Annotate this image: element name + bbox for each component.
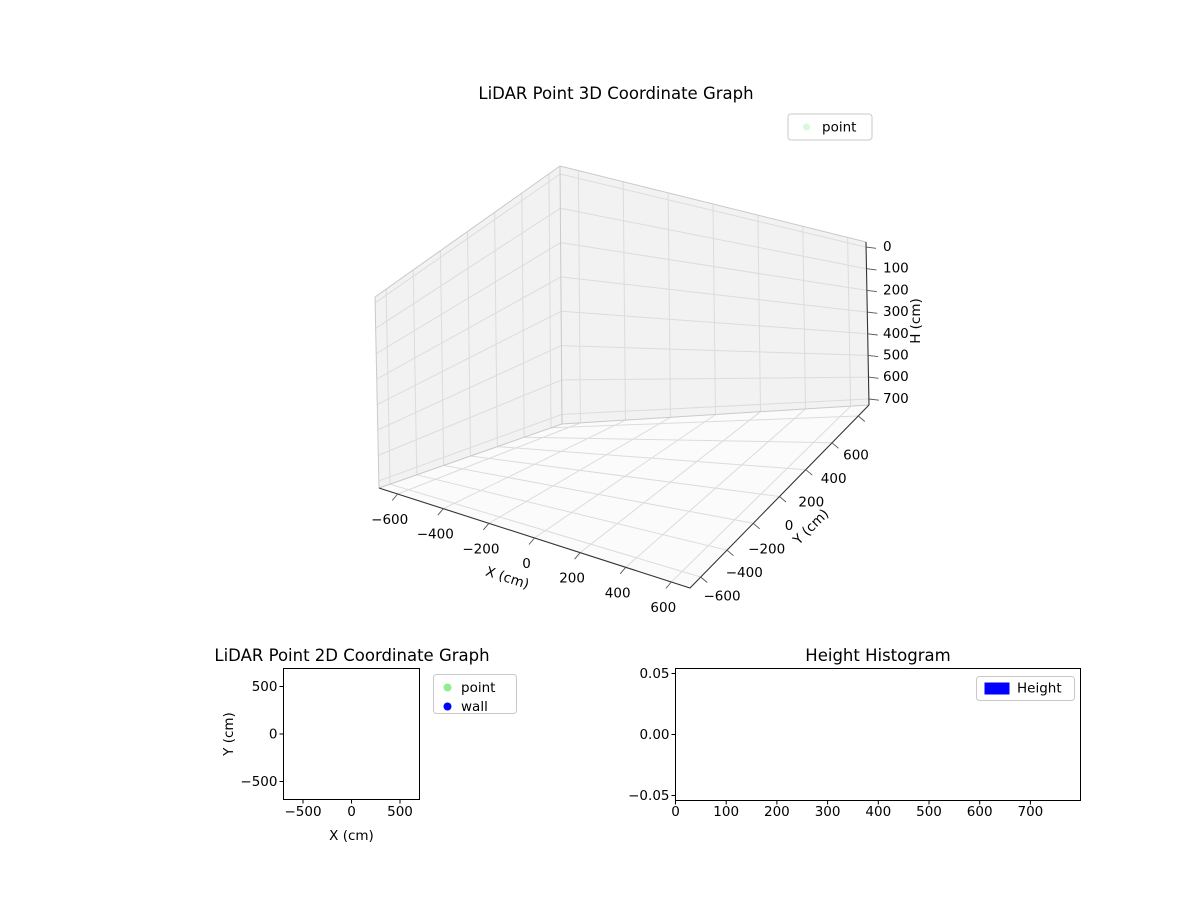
x-tick-label: 700 [1018, 804, 1044, 820]
y-tick-label: 0 [269, 727, 278, 743]
plot3d-x-tick-labels: −600 −400 −200 0 200 400 600 [371, 512, 676, 616]
z-tick-label: 500 [883, 347, 909, 363]
x-tick-label: 600 [967, 804, 993, 820]
x-tick-label: −500 [284, 804, 321, 820]
plot2d-x-tick-marks [302, 799, 401, 804]
plot3d-box-edges [374, 165, 870, 489]
x-tick-label: 500 [916, 804, 942, 820]
y-tick-label: −400 [726, 565, 763, 581]
plot3d-x-tick-marks [391, 493, 672, 589]
y-tick-label: 0 [785, 518, 794, 534]
y-tick-label: −600 [703, 589, 740, 605]
plot3d-y-axis-label: Y (cm) [789, 506, 832, 549]
x-tick-label: −400 [417, 527, 454, 543]
x-tick-label: 200 [559, 571, 585, 587]
point-marker-icon [443, 683, 452, 692]
z-tick-label: 300 [883, 304, 909, 320]
plot2d-y-axis-label: Y (cm) [221, 712, 237, 757]
histogram: 0 100 200 300 400 500 600 700 0.05 0.00 … [628, 646, 1081, 820]
plot3d-floor-pane [379, 405, 869, 588]
y-tick-label: 400 [821, 471, 847, 487]
plot3d-legend: point [787, 113, 873, 141]
x-tick-label: 400 [605, 585, 631, 601]
histogram-y-tick-labels: 0.05 0.00 −0.05 [628, 666, 669, 804]
plot3d-axis-lines [378, 241, 870, 589]
plot3d-left-pane-z-grid [374, 173, 563, 482]
x-tick-label: 300 [815, 804, 841, 820]
point-marker-icon [803, 123, 810, 131]
x-tick-label: 0 [671, 804, 680, 820]
x-tick-label: 100 [713, 804, 739, 820]
y-tick-label: 200 [798, 495, 824, 511]
plot2d-legend-label-point: point [461, 680, 495, 696]
histogram-x-tick-labels: 0 100 200 300 400 500 600 700 [671, 804, 1043, 820]
x-tick-label: 500 [387, 804, 413, 820]
y-tick-label: 500 [252, 679, 278, 695]
x-tick-label: 0 [522, 556, 531, 572]
histogram-legend: Height [976, 676, 1075, 701]
z-tick-label: 0 [883, 239, 892, 255]
plot3d-floor-y-grid [389, 415, 859, 578]
x-tick-label: 200 [764, 804, 790, 820]
plot3d: −600 −400 −200 0 200 400 600 −600 −400 −… [371, 84, 924, 616]
plot3d-y-tick-marks [700, 415, 866, 583]
plot2d-y-tick-marks [279, 686, 284, 782]
x-tick-label: 600 [650, 600, 676, 616]
height-bar-swatch-icon [984, 682, 1010, 695]
plot2d-legend-box [433, 674, 517, 714]
histogram-legend-label: Height [1017, 681, 1062, 697]
plot3d-legend-box [787, 113, 873, 141]
plot2d: −500 0 500 500 0 −500 X (cm) Y (cm) LiDA… [214, 646, 517, 844]
plot2d-y-tick-labels: 500 0 −500 [240, 679, 277, 790]
z-tick-label: 700 [883, 391, 909, 407]
plot3d-right-pane-y-grid [577, 170, 852, 423]
plot3d-legend-label: point [822, 120, 856, 136]
histogram-y-tick-marks [671, 673, 676, 796]
y-tick-label: 600 [843, 448, 869, 464]
z-tick-label: 100 [883, 261, 909, 277]
y-tick-label: 0.00 [639, 727, 669, 743]
x-tick-label: −200 [462, 541, 499, 557]
plot3d-z-axis-label: H (cm) [908, 298, 924, 344]
plot2d-axes-frame [283, 668, 420, 800]
x-tick-label: 400 [865, 804, 891, 820]
y-tick-label: −200 [748, 542, 785, 558]
y-tick-label: −500 [240, 774, 277, 790]
y-tick-label: 0.05 [639, 666, 669, 682]
plot3d-left-pane-x-grid [385, 173, 552, 485]
plot3d-title: LiDAR Point 3D Coordinate Graph [478, 84, 753, 103]
histogram-x-tick-marks [675, 800, 1031, 805]
plot2d-title: LiDAR Point 2D Coordinate Graph [214, 646, 489, 665]
x-tick-label: −600 [371, 512, 408, 528]
plot3d-z-tick-marks [866, 246, 879, 401]
plot3d-y-tick-labels: −600 −400 −200 0 200 400 600 [703, 448, 868, 605]
histogram-title: Height Histogram [805, 646, 950, 665]
plot2d-x-axis-label: X (cm) [329, 828, 374, 844]
y-tick-label: −0.05 [628, 788, 669, 804]
plot3d-z-tick-labels: 0 100 200 300 400 500 600 700 [883, 239, 909, 407]
plot2d-legend: point wall [433, 674, 517, 715]
z-tick-label: 400 [883, 326, 909, 342]
z-tick-label: 200 [883, 282, 909, 298]
plot2d-x-tick-labels: −500 0 500 [284, 804, 412, 820]
plot2d-legend-label-wall: wall [461, 699, 488, 715]
wall-marker-icon [443, 702, 452, 711]
z-tick-label: 600 [883, 369, 909, 385]
x-tick-label: 0 [347, 804, 356, 820]
plot3d-right-pane-z-grid [559, 173, 869, 415]
